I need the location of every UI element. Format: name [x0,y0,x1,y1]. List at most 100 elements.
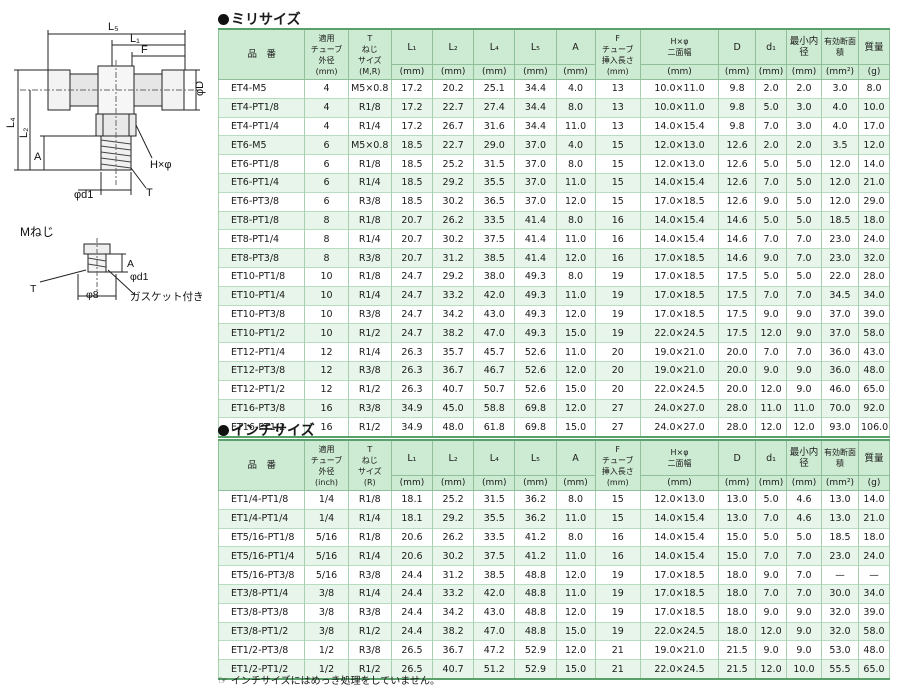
table-cell: 32.0 [858,248,890,268]
header-inch-8: F チューブ 挿入長さ (mm) [594,439,641,491]
table-cell: 14.0×15.4 [639,229,720,249]
table-cell: R3/8 [347,399,392,418]
table-cell: 13.0 [718,509,757,529]
table-cell: 14.0 [858,490,890,510]
table-cell: 23.0 [820,248,860,268]
part-number-cell: ET4-PT1/8 [217,98,306,118]
table-cell: R3/8 [347,361,392,381]
table-cell: 20.0 [718,361,757,381]
table-cell: 55.5 [820,659,860,679]
table-cell: 20.6 [390,528,434,547]
table-row: ET16-PT1/2 16 R1/2 34.9 48.0 61.8 69.8 15.0 27 24… [217,417,890,438]
part-number-cell: ET1/4-PT1/8 [217,490,306,510]
header-milli-7: A [555,28,596,65]
part-number-cell: ET1/2-PT3/8 [217,640,306,660]
table-cell: 21.5 [718,659,757,679]
table-cell: 10.0×11.0 [639,98,720,118]
table-cell: 15 [594,173,641,193]
table-cell: 12.0 [555,248,596,268]
table-cell: 9.0 [755,305,787,324]
table-cell: 17.0×18.5 [639,286,720,306]
table-cell: 12.0 [755,380,787,400]
table-cell: 37.5 [473,546,516,566]
table-cell: 7.0 [755,117,787,136]
header-unit-milli-13: (mm²) [820,64,860,80]
table-cell: 10.0×11.0 [639,79,720,99]
table-cell: 34.4 [514,98,557,118]
table-cell: 41.4 [514,229,557,249]
table-cell: 30.2 [432,546,475,566]
table-cell: 35.5 [473,173,516,193]
table-cell: 17.5 [718,323,757,343]
table-cell: 46.0 [820,380,860,400]
table-cell: 2.0 [785,135,822,155]
table-cell: R1/8 [347,490,392,510]
header-unit-milli-14: (g) [858,64,890,80]
part-number-cell: ET16-PT1/2 [217,417,306,438]
table-cell: 12.6 [718,154,757,174]
table-row: ET1/2-PT1/2 1/2 R1/2 26.5 40.7 51.2 52.9 15.0 21… [217,659,890,679]
table-cell: 7.0 [785,286,822,306]
table-cell: 24.7 [390,286,434,306]
table-cell: 17.0×18.5 [639,192,720,212]
table-cell: 20.0 [718,380,757,400]
part-number-cell: ET10-PT1/4 [217,286,306,306]
table-cell: 12.0 [555,361,596,381]
table-cell: 12.0 [555,640,596,660]
header-inch-2: T ねじ サイズ (R) [347,439,392,491]
table-cell: 5/16 [304,528,349,547]
header-inch-1: 適用 チューブ 外径 (inch) [304,439,349,491]
table-cell: 9.0 [755,248,787,268]
table-cell: 20.7 [390,229,434,249]
table-cell: 39.0 [858,305,890,324]
table-row: ET6-PT1/8 6 R1/8 18.5 25.2 31.5 37.0 8.0 15 12.0×… [217,154,890,174]
table-cell: 5/16 [304,546,349,566]
table-cell: 6 [304,173,349,193]
label-gasket: ガスケット付き [130,290,204,303]
table-cell: 12.0 [755,323,787,343]
table-cell: 18.5 [820,211,860,230]
part-number-cell: ET10-PT1/2 [217,323,306,343]
table-cell: 24.4 [390,584,434,604]
part-number-cell: ET4-M5 [217,79,306,99]
header-unit-milli-10: (mm) [718,64,757,80]
label-T2: T [30,283,37,295]
table-cell: 9.0 [785,305,822,324]
part-number-cell: ET6-PT1/8 [217,154,306,174]
footnote-text: インチサイズにはめっき処理をしていません。 [230,676,440,687]
table-cell: 52.6 [514,361,557,381]
table-row: ET3/8-PT1/4 3/8 R1/4 24.4 33.2 42.0 48.8 11.0 19… [217,584,890,604]
table-cell: 18.0 [718,565,757,585]
table-cell: 4.6 [785,509,822,529]
table-cell: 37.0 [820,305,860,324]
table-cell: 69.8 [514,399,557,418]
table-cell: 7.0 [785,565,822,585]
table-cell: 8.0 [555,267,596,287]
table-cell: 15 [594,490,641,510]
table-cell: 17.0×18.5 [639,584,720,604]
table-cell: 9.0 [785,361,822,381]
table-cell: 38.5 [473,565,516,585]
label-phiD: φD [194,81,206,96]
table-cell: 40.7 [432,659,475,679]
table-cell: 45.0 [432,399,475,418]
table-cell: 9.0 [785,640,822,660]
table-cell: 37.0 [514,135,557,155]
part-number-cell: ET10-PT1/8 [217,267,306,287]
table-cell: 11.0 [555,584,596,604]
header-unit-inch-4: (mm) [432,475,475,491]
table-cell: 11.0 [555,546,596,566]
table-cell: 26.2 [432,211,475,230]
header-unit-inch-9: (mm) [639,475,720,491]
table-cell: 5.0 [785,154,822,174]
table-cell: 50.7 [473,380,516,400]
table-cell: 45.7 [473,342,516,362]
header-unit-milli-5: (mm) [473,64,516,80]
header-unit-inch-13: (mm²) [820,475,860,491]
table-cell: 37.5 [473,229,516,249]
table-cell: 7.0 [785,248,822,268]
table-cell: 24.0 [858,546,890,566]
table-cell: 48.0 [432,417,475,438]
table-row: ET8-PT3/8 8 R3/8 20.7 31.2 38.5 41.4 12.0 16 17.0… [217,248,890,268]
table-cell: 21 [594,640,641,660]
